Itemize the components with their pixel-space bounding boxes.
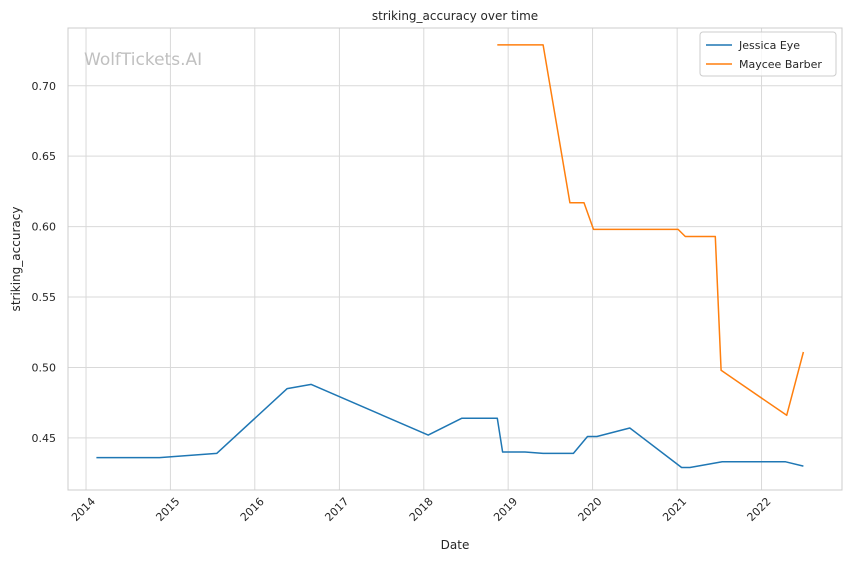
- y-tick-label: 0.55: [32, 291, 57, 304]
- legend-label-jessica-eye: Jessica Eye: [738, 39, 800, 52]
- y-axis-ticks: 0.45 0.50 0.55 0.60 0.65 0.70: [32, 80, 57, 445]
- y-tick-label: 0.65: [32, 150, 57, 163]
- series-line-maycee-barber: [497, 44, 805, 417]
- series-line-jessica-eye: [96, 383, 804, 469]
- y-axis-label: striking_accuracy: [9, 207, 23, 312]
- y-tick-label: 0.60: [32, 221, 57, 234]
- legend: Jessica Eye Maycee Barber: [699, 31, 837, 77]
- series-lines: [96, 44, 805, 469]
- chart-title: striking_accuracy over time: [372, 9, 538, 23]
- legend-label-maycee-barber: Maycee Barber: [739, 58, 822, 71]
- plot-frame: [67, 27, 843, 491]
- y-tick-label: 0.70: [32, 80, 57, 93]
- legend-box: [699, 31, 837, 77]
- y-tick-label: 0.50: [32, 361, 57, 374]
- y-tick-label: 0.45: [32, 432, 57, 445]
- watermark: WolfTickets.AI: [84, 50, 202, 70]
- grid: [68, 28, 842, 490]
- x-axis-label: Date: [441, 538, 470, 552]
